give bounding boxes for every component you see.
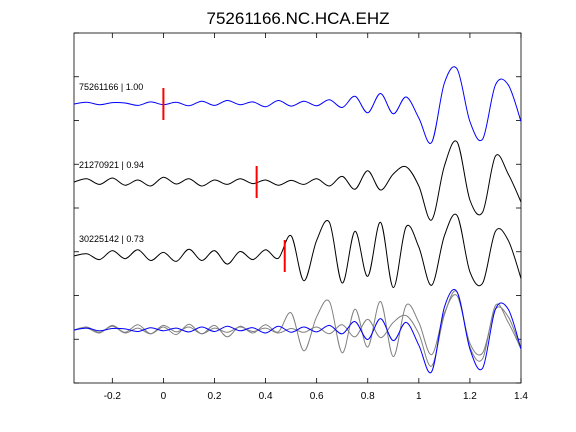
y-ticks	[74, 32, 521, 384]
x-tick-label: 0.8	[361, 391, 375, 402]
trace-label: 21270921 | 0.94	[79, 160, 144, 170]
trace-labels: 75261166 | 1.00 21270921 | 0.94 30225142 |…	[79, 82, 144, 244]
x-tick-label: 1	[416, 391, 422, 402]
x-tick-label: 0.6	[310, 391, 324, 402]
x-tick-label: 0	[161, 391, 167, 402]
trace-label: 30225142 | 0.73	[79, 234, 144, 244]
pick-markers	[162, 88, 286, 272]
x-tick-label: 1.4	[514, 391, 528, 402]
x-tick-label: -0.2	[104, 391, 122, 402]
waveform-30225142	[73, 213, 522, 289]
overlay-waveform-75261166	[73, 289, 522, 374]
overlay-waveform-30225142	[73, 294, 522, 358]
overlay-traces	[73, 289, 522, 374]
chart-title: 75261166.NC.HCA.EHZ	[207, 9, 390, 28]
waveform-21270921	[73, 140, 522, 221]
trace-label: 75261166 | 1.00	[79, 82, 143, 92]
x-tick-label: 0.2	[208, 391, 222, 402]
x-tick-label: 1.2	[463, 391, 477, 402]
waveform-75261166	[73, 66, 522, 144]
waveform-traces	[73, 66, 522, 289]
x-tick-label: 0.4	[259, 391, 273, 402]
x-axis-ticks: -0.2 0 0.2 0.4 0.6 0.8 1 1.2 1.4	[104, 33, 528, 402]
